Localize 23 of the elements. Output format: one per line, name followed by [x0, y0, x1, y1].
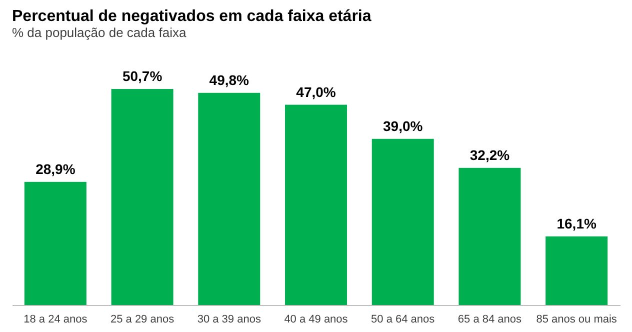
data-label: 49,8%: [209, 72, 250, 88]
x-tick-label: 18 a 24 anos: [24, 314, 88, 326]
bar: [372, 138, 434, 305]
bar: [285, 104, 347, 305]
chart-title: Percentual de negativados em cada faixa etária: [12, 8, 372, 25]
bar: [198, 92, 260, 305]
data-label: 50,7%: [122, 68, 163, 84]
x-tick-label: 85 anos ou mais: [536, 314, 618, 326]
bar: [111, 89, 174, 305]
data-label: 47,0%: [296, 84, 336, 100]
x-tick-label: 30 a 39 anos: [197, 314, 262, 326]
bar: [24, 182, 86, 305]
chart-subtitle: % da população de cada faixa: [12, 25, 187, 40]
x-tick-label: 40 a 49 anos: [284, 314, 348, 326]
data-label: 39,0%: [383, 118, 424, 134]
x-tick-label: 25 a 29 anos: [110, 314, 175, 326]
data-label: 32,2%: [470, 146, 510, 163]
data-label: 16,1%: [556, 215, 597, 232]
bar: [458, 168, 521, 305]
x-tick-label: 50 a 64 anos: [371, 314, 436, 326]
bar: [546, 236, 608, 305]
x-tick-label: 65 a 84 anos: [458, 314, 522, 326]
data-label: 28,9%: [36, 160, 76, 177]
